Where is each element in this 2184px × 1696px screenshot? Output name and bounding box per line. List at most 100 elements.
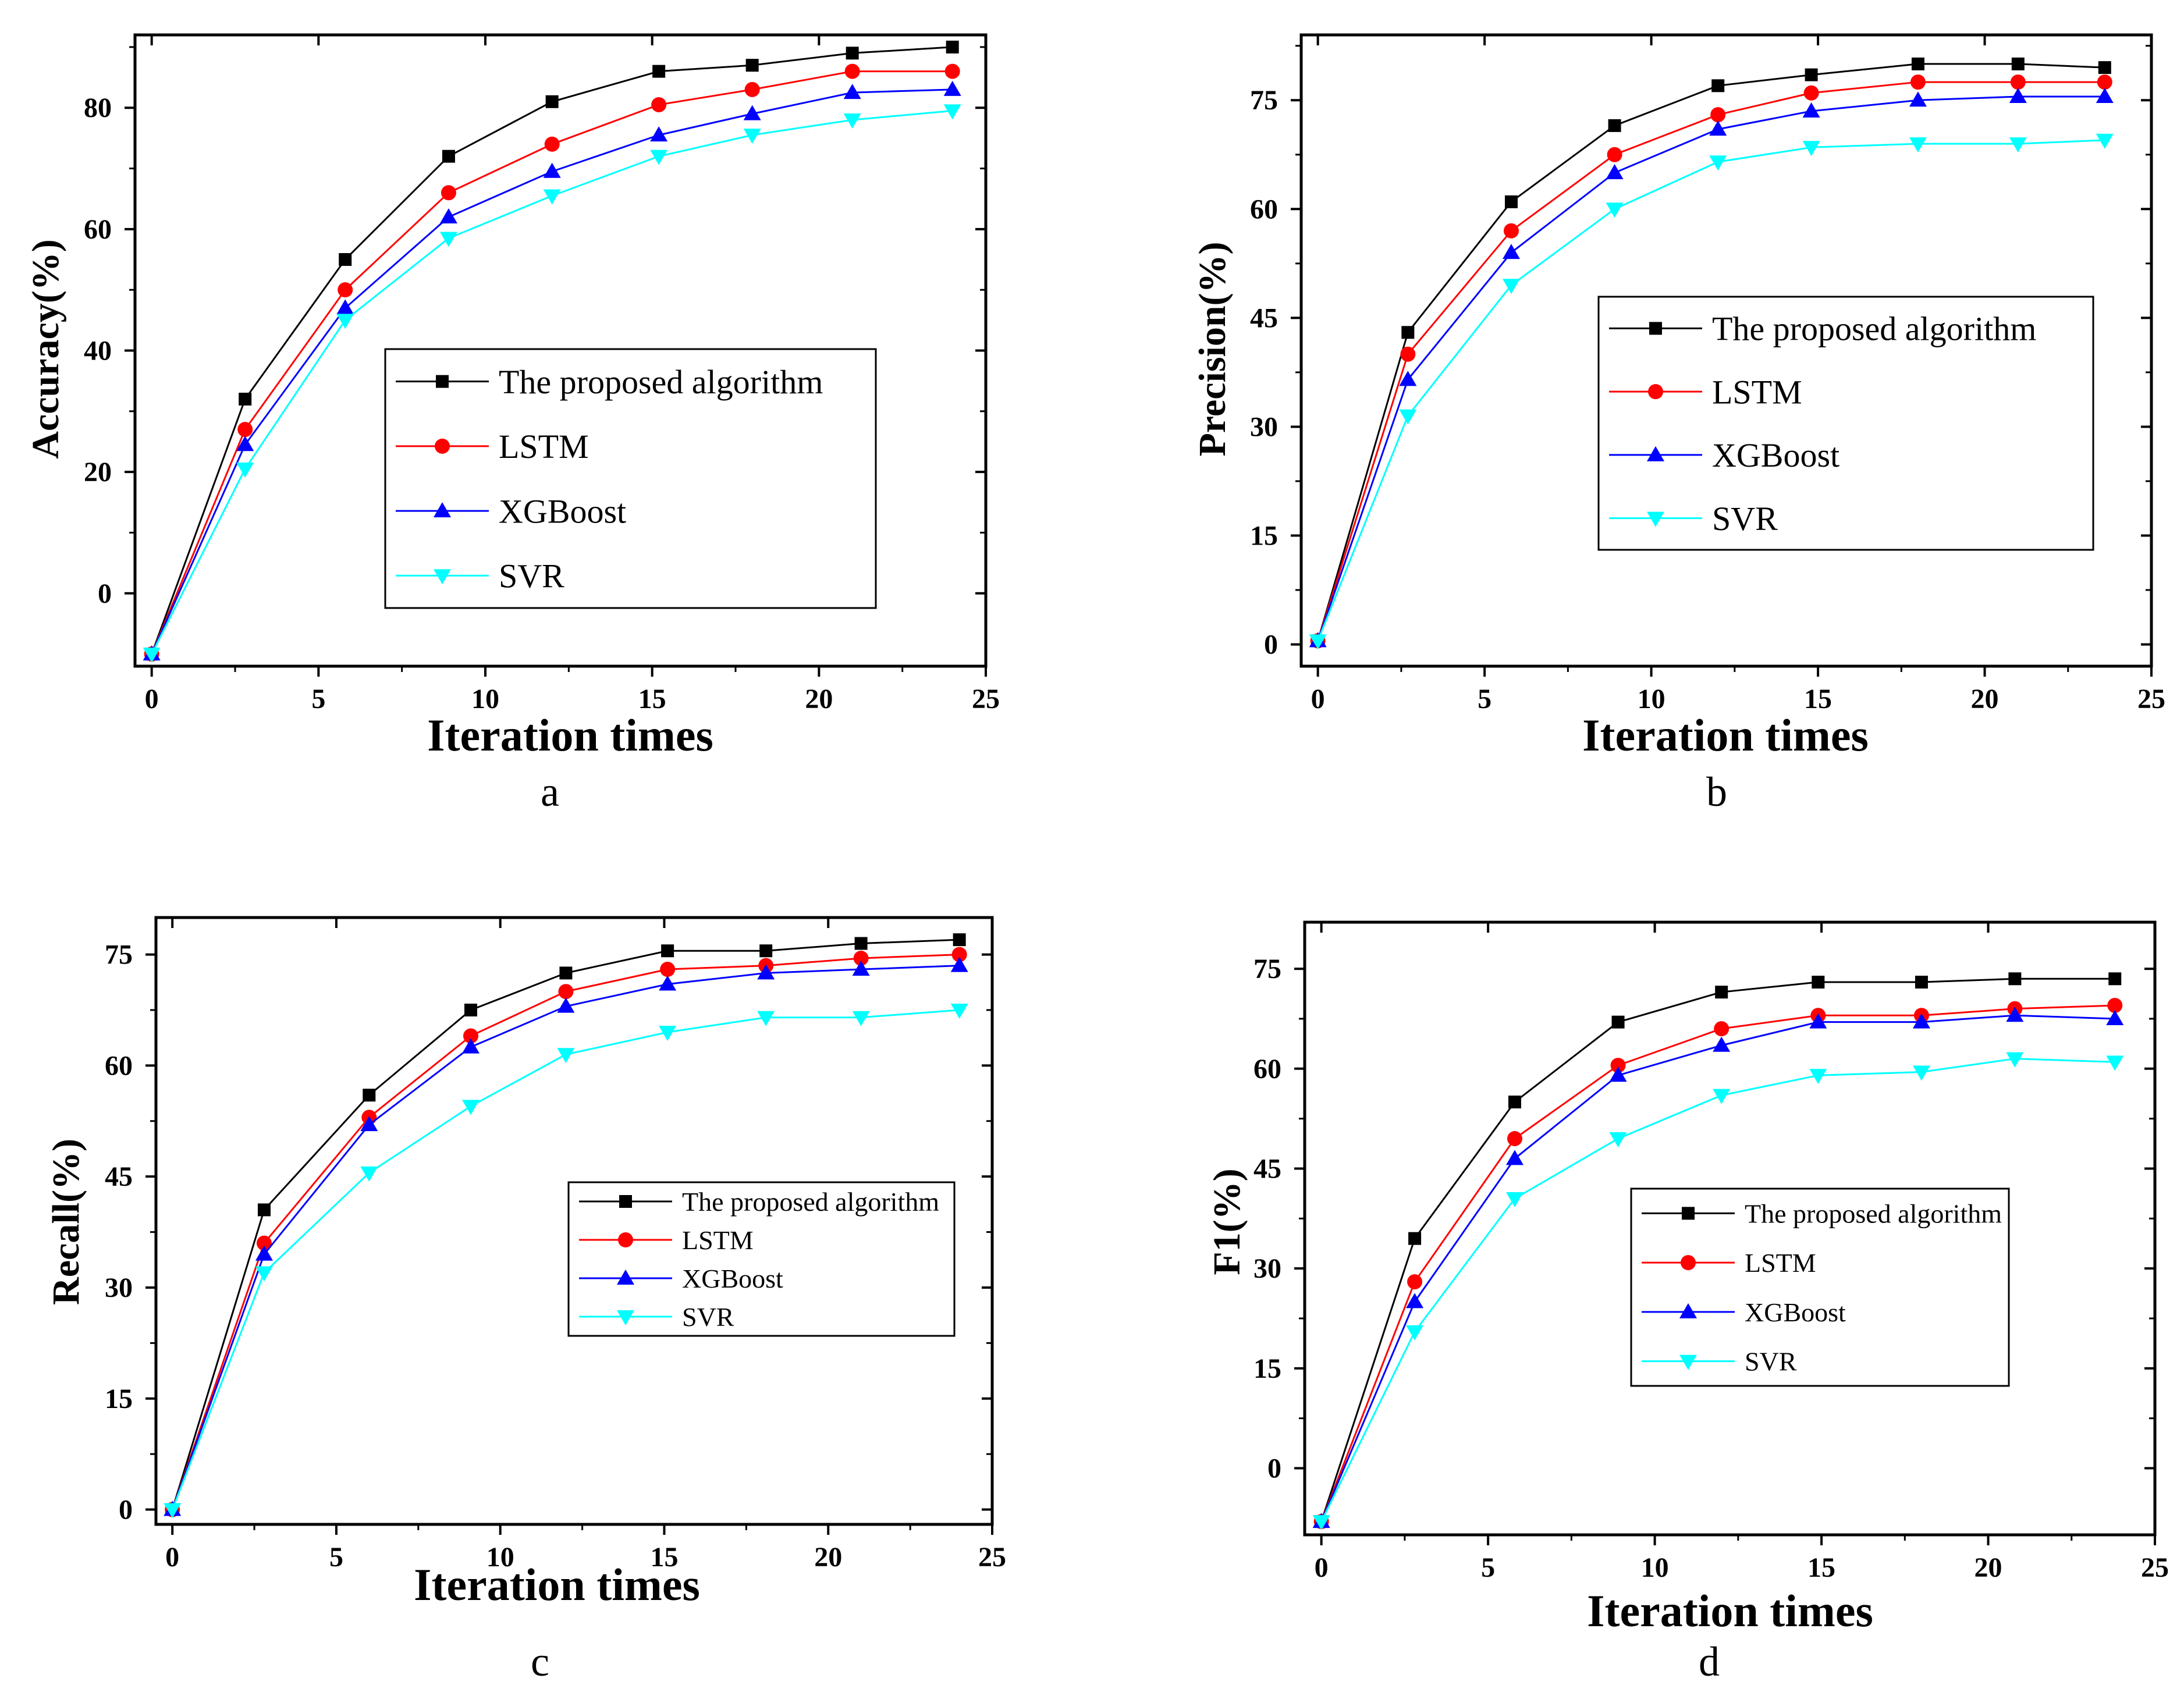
data-point-svr [1609, 1132, 1627, 1147]
data-point-lstm [544, 136, 560, 152]
data-point-svr [1505, 1192, 1524, 1207]
legend-label-svr: SVR [682, 1302, 734, 1332]
data-point-xgboost [757, 964, 775, 980]
legend-marker [617, 1310, 634, 1325]
data-point-xgboost [236, 436, 254, 451]
legend-label-xgboost: XGBoost [682, 1264, 783, 1293]
data-point-proposed-algorithm [239, 392, 252, 406]
data-point-svr [843, 113, 861, 129]
panel-label: d [1699, 1638, 1720, 1685]
legend-marker [1648, 384, 1663, 400]
data-point-svr [360, 1166, 378, 1182]
x-tick-label: 15 [1807, 1552, 1835, 1583]
legend-label-lstm: LSTM [1712, 373, 1802, 411]
panel-label: b [1706, 769, 1727, 815]
x-axis-label: Iteration times [1582, 710, 1869, 760]
data-point-proposed-algorithm [257, 1203, 271, 1217]
y-tick-label: 75 [1253, 954, 1281, 984]
legend: The proposed algorithm LSTM XGBoost SVR [1597, 296, 2094, 551]
data-point-lstm [463, 1028, 478, 1044]
y-tick-label: 20 [84, 457, 112, 488]
data-point-proposed-algorithm [1508, 1096, 1521, 1109]
y-axis-label: Precision(%) [1191, 241, 1234, 456]
x-tick-label: 20 [814, 1542, 842, 1573]
y-tick-label: 0 [1264, 630, 1278, 660]
data-point-svr [1709, 155, 1727, 171]
data-point-xgboost [255, 1245, 273, 1261]
legend-label-xgboost: XGBoost [499, 492, 626, 530]
data-point-svr [2106, 1055, 2124, 1071]
data-point-svr [2009, 137, 2027, 153]
y-tick-label: 45 [1250, 303, 1278, 333]
data-point-svr [336, 314, 354, 329]
legend-box [1597, 296, 2094, 551]
plot-frame [154, 916, 994, 1526]
data-point-svr [1912, 1065, 1930, 1081]
data-point-xgboost [557, 997, 575, 1013]
y-tick-label: 30 [1250, 411, 1278, 442]
data-point-lstm [660, 962, 676, 977]
x-tick-label: 0 [165, 1542, 179, 1573]
y-axis-label: Accuracy(%) [24, 239, 67, 459]
data-point-lstm [1503, 223, 1519, 239]
data-point-svr [1809, 1069, 1827, 1085]
data-point-xgboost [2106, 1009, 2124, 1025]
legend-marker [1647, 446, 1664, 461]
x-tick-label: 25 [2141, 1552, 2169, 1583]
data-point-proposed-algorithm [1711, 79, 1725, 93]
x-axis-label: Iteration times [1587, 1585, 1873, 1636]
x-axis-label: Iteration times [414, 1559, 700, 1610]
data-point-lstm [1803, 85, 1819, 101]
data-point-xgboost [1909, 91, 1927, 107]
plot-frame [1299, 33, 2153, 668]
data-point-svr [2096, 133, 2114, 149]
data-point-proposed-algorithm [2011, 57, 2025, 70]
data-point-proposed-algorithm [1608, 119, 1621, 132]
y-tick-label: 0 [119, 1495, 133, 1526]
x-tick-label: 5 [311, 684, 325, 714]
x-tick-label: 0 [1311, 684, 1325, 714]
data-point-xgboost [1606, 163, 1624, 179]
data-point-lstm [951, 947, 967, 962]
legend-marker [1679, 1303, 1697, 1318]
data-point-proposed-algorithm [2008, 972, 2022, 986]
data-point-proposed-algorithm [745, 59, 759, 72]
y-tick-label: 40 [84, 336, 112, 367]
data-point-xgboost [1399, 371, 1417, 386]
data-point-xgboost [950, 957, 968, 972]
plot-frame [1303, 920, 2157, 1537]
data-point-svr [1309, 634, 1327, 650]
legend-box [1630, 1187, 2010, 1387]
x-tick-label: 0 [1315, 1552, 1329, 1583]
data-point-xgboost [1609, 1066, 1627, 1082]
legend-marker [434, 502, 451, 518]
data-point-proposed-algorithm [854, 937, 868, 950]
legend-marker [434, 569, 451, 585]
data-point-svr [1606, 202, 1624, 218]
data-point-lstm [853, 950, 869, 966]
x-tick-label: 15 [1804, 684, 1832, 714]
legend: The proposed algorithm LSTM XGBoost SVR [1630, 1187, 2010, 1387]
data-point-svr [650, 150, 668, 165]
y-tick-label: 60 [105, 1050, 133, 1081]
data-point-proposed-algorithm [846, 47, 859, 60]
y-tick-label: 15 [105, 1384, 133, 1414]
data-point-proposed-algorithm [464, 1003, 477, 1016]
legend-marker [1647, 511, 1664, 527]
data-point-proposed-algorithm [1408, 1232, 1422, 1245]
legend-marker [1681, 1255, 1696, 1271]
y-tick-label: 0 [1267, 1453, 1281, 1484]
y-tick-label: 45 [105, 1161, 133, 1192]
data-point-lstm [1507, 1130, 1522, 1146]
data-point-xgboost [1713, 1036, 1731, 1052]
data-point-svr [1713, 1089, 1731, 1104]
data-point-xgboost [439, 208, 457, 223]
chart-panel-b: 0 5 10 15 20 25 0 15 30 45 60 75 The proposed algori… [1191, 33, 2165, 815]
y-tick-label: 60 [84, 214, 112, 245]
data-point-proposed-algorithm [1911, 57, 1924, 70]
x-tick-label: 20 [1975, 1552, 2002, 1583]
y-tick-label: 15 [1250, 521, 1278, 552]
data-point-xgboost [360, 1116, 378, 1132]
x-tick-label: 0 [145, 684, 159, 714]
data-point-xgboost [852, 961, 870, 976]
